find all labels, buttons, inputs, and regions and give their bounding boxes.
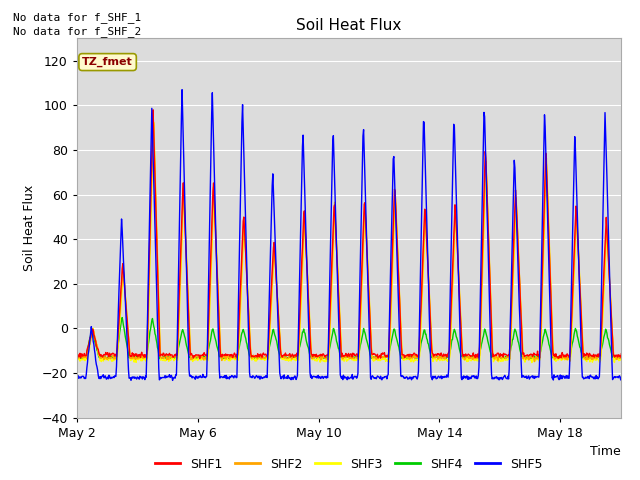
SHF4	[275, 350, 283, 356]
SHF3	[341, 356, 349, 361]
SHF3	[73, 359, 81, 364]
Line: SHF4: SHF4	[77, 318, 640, 359]
SHF4	[196, 354, 204, 360]
SHF2	[196, 355, 204, 361]
SHF3	[275, 310, 282, 315]
SHF5	[73, 374, 81, 380]
SHF1	[414, 354, 422, 360]
SHF5	[342, 375, 349, 381]
SHF2	[275, 313, 282, 319]
SHF1	[196, 353, 204, 359]
SHF4	[342, 354, 349, 360]
Line: SHF1: SHF1	[77, 110, 640, 359]
SHF5	[196, 373, 204, 379]
SHF5	[169, 377, 177, 383]
SHF4	[436, 355, 444, 360]
SHF3	[553, 357, 561, 363]
SHF1	[342, 352, 349, 358]
Text: No data for f_SHF_1: No data for f_SHF_1	[13, 12, 141, 23]
SHF1	[275, 326, 283, 332]
Y-axis label: Soil Heat Flux: Soil Heat Flux	[23, 185, 36, 271]
SHF2	[553, 355, 561, 360]
SHF4	[414, 354, 422, 360]
SHF5	[414, 374, 422, 380]
SHF3	[150, 120, 157, 125]
SHF1	[149, 107, 157, 113]
Text: No data for f_SHF_2: No data for f_SHF_2	[13, 26, 141, 37]
SHF2	[341, 354, 349, 360]
Text: TZ_fmet: TZ_fmet	[82, 57, 133, 67]
X-axis label: Time: Time	[590, 445, 621, 458]
Line: SHF3: SHF3	[77, 122, 640, 362]
SHF3	[435, 357, 443, 362]
SHF1	[196, 356, 204, 361]
SHF5	[178, 87, 186, 93]
SHF4	[118, 315, 126, 321]
SHF1	[436, 353, 444, 359]
SHF3	[413, 357, 421, 363]
SHF4	[250, 356, 258, 362]
SHF2	[149, 115, 157, 121]
SHF3	[196, 355, 204, 360]
Title: Soil Heat Flux: Soil Heat Flux	[296, 18, 401, 33]
Legend: SHF1, SHF2, SHF3, SHF4, SHF5: SHF1, SHF2, SHF3, SHF4, SHF5	[150, 453, 547, 476]
SHF4	[73, 355, 81, 361]
SHF1	[553, 354, 561, 360]
Line: SHF2: SHF2	[77, 118, 640, 361]
SHF2	[531, 359, 538, 364]
SHF5	[275, 353, 283, 359]
SHF5	[553, 373, 561, 379]
Line: SHF5: SHF5	[77, 90, 640, 380]
SHF2	[413, 354, 421, 360]
SHF3	[528, 360, 536, 365]
SHF2	[435, 353, 443, 359]
SHF4	[553, 354, 561, 360]
SHF2	[73, 355, 81, 361]
SHF5	[436, 375, 444, 381]
SHF1	[73, 353, 81, 359]
